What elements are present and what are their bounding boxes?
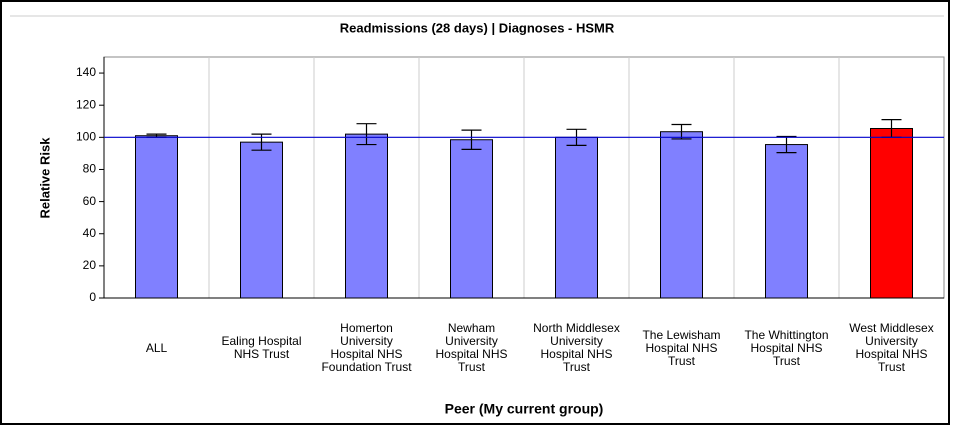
x-tick-label: West Middlesex University Hospital NHS T…	[849, 321, 934, 374]
bar	[240, 141, 283, 299]
y-tick-label: 40	[83, 226, 97, 240]
x-tick-label: ALL	[145, 340, 168, 355]
bar	[765, 144, 808, 299]
y-tick-label: 120	[76, 97, 96, 111]
y-tick-label: 20	[83, 258, 97, 272]
y-axis-label: Relative Risk	[37, 137, 52, 219]
bar	[450, 139, 493, 299]
y-tick-label: 100	[76, 130, 96, 144]
bar	[870, 127, 913, 299]
bar	[345, 133, 388, 299]
y-tick-label: 60	[83, 194, 97, 208]
bar	[660, 131, 703, 299]
y-tick-label: 0	[89, 290, 96, 304]
x-tick-label: North Middlesex University Hospital NHS …	[533, 321, 620, 374]
x-tick-label: Homerton University Hospital NHS Foundat…	[321, 321, 412, 374]
y-tick-label: 140	[76, 65, 96, 79]
x-tick-label: Ealing Hospital NHS Trust	[221, 334, 302, 361]
x-tick-label: Newham University Hospital NHS Trust	[435, 321, 508, 374]
x-tick-label: The Whittington Hospital NHS Trust	[744, 327, 829, 368]
bar	[555, 136, 598, 299]
bar	[135, 135, 178, 299]
x-axis-label: Peer (My current group)	[445, 401, 604, 417]
x-tick-label: The Lewisham Hospital NHS Trust	[642, 327, 721, 368]
y-tick-label: 80	[83, 162, 97, 176]
chart-title: Readmissions (28 days) | Diagnoses - HSM…	[340, 20, 615, 35]
